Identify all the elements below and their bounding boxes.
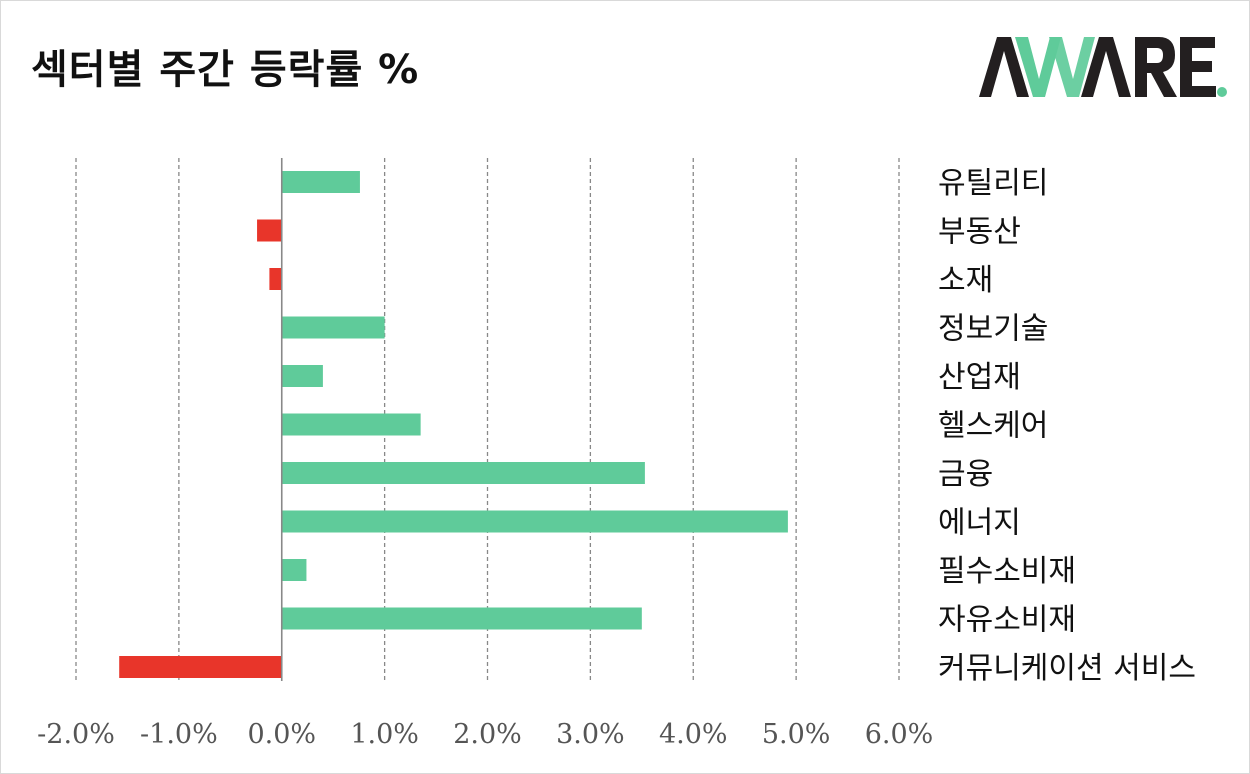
bar-11 bbox=[119, 656, 282, 678]
x-tick-label: 1.0% bbox=[350, 719, 419, 750]
bar-7 bbox=[281, 462, 645, 484]
x-tick-label: 4.0% bbox=[659, 719, 728, 750]
category-label: 부동산 bbox=[938, 215, 1021, 250]
bar-8 bbox=[281, 510, 788, 533]
bar-2 bbox=[257, 219, 282, 242]
category-label: 필수소비재 bbox=[938, 554, 1076, 589]
x-tick-label: 0.0% bbox=[247, 719, 316, 750]
chart-title: 섹터별 주간 등락률 % bbox=[31, 47, 420, 93]
category-label: 헬스케어 bbox=[938, 409, 1048, 444]
x-tick-label: 2.0% bbox=[453, 719, 522, 750]
category-label: 금융 bbox=[938, 457, 993, 492]
aware-logo-mark bbox=[979, 37, 1227, 97]
category-label: 정보기술 bbox=[938, 312, 1048, 347]
bar-6 bbox=[281, 413, 421, 436]
aware-logo bbox=[977, 31, 1227, 107]
bar-5 bbox=[281, 365, 323, 387]
bar-1 bbox=[281, 171, 360, 193]
x-tick-label: 5.0% bbox=[762, 719, 831, 750]
category-label: 소재 bbox=[938, 263, 993, 298]
bar-4 bbox=[281, 316, 385, 339]
category-label: 유틸리티 bbox=[938, 166, 1048, 201]
category-label: 커뮤니케이션 서비스 bbox=[938, 651, 1196, 686]
category-label: 산업재 bbox=[938, 360, 1021, 395]
x-tick-label: 6.0% bbox=[865, 719, 934, 750]
category-label: 자유소비재 bbox=[938, 603, 1076, 638]
bar-10 bbox=[281, 607, 642, 630]
x-tick-label: 3.0% bbox=[556, 719, 625, 750]
x-tick-label: -1.0% bbox=[140, 719, 218, 750]
x-tick-label: -2.0% bbox=[37, 719, 115, 750]
category-label: 에너지 bbox=[938, 506, 1021, 541]
bar-3 bbox=[269, 268, 282, 290]
bar-9 bbox=[281, 559, 307, 581]
